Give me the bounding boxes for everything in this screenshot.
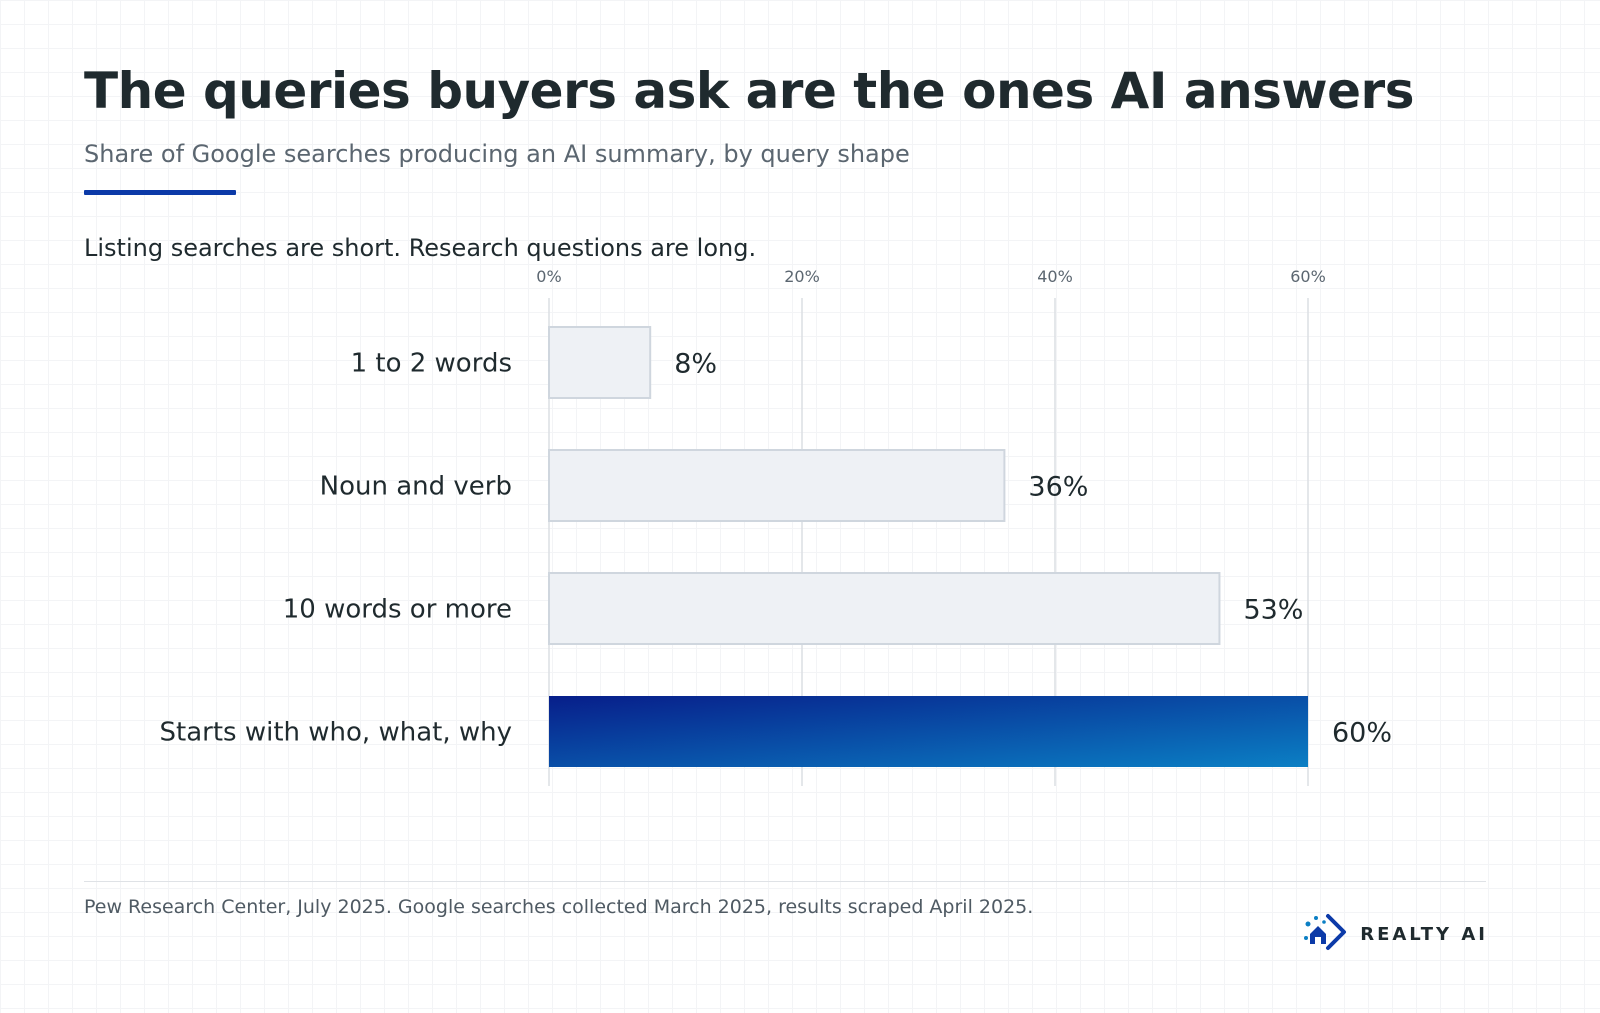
bars xyxy=(548,326,1308,767)
x-tick-label: 20% xyxy=(784,267,820,286)
footer-divider xyxy=(84,881,1486,882)
x-tick-label: 0% xyxy=(536,267,561,286)
category-label: 1 to 2 words xyxy=(351,349,512,379)
value-label: 60% xyxy=(1332,718,1392,749)
bar xyxy=(548,572,1221,645)
realty-ai-logo-icon xyxy=(1302,912,1348,956)
category-label: 10 words or more xyxy=(283,595,512,625)
value-label: 53% xyxy=(1243,595,1303,626)
value-label: 8% xyxy=(674,349,717,380)
bar xyxy=(548,326,652,399)
bar-highlight xyxy=(549,696,1308,767)
value-label: 36% xyxy=(1028,472,1088,503)
x-tick-label: 40% xyxy=(1037,267,1073,286)
accent-rule xyxy=(84,190,236,195)
brand-mark: REALTY AI xyxy=(1302,912,1488,956)
page-subtitle: Share of Google searches producing an AI… xyxy=(84,140,910,168)
category-label: Noun and verb xyxy=(320,472,512,502)
category-label: Starts with who, what, why xyxy=(160,718,512,748)
brand-name: REALTY AI xyxy=(1360,923,1488,945)
source-note: Pew Research Center, July 2025. Google s… xyxy=(84,896,1034,918)
chart-caption: Listing searches are short. Research que… xyxy=(84,234,757,262)
page-title: The queries buyers ask are the ones AI a… xyxy=(84,62,1414,120)
labels: 1 to 2 words 8% Noun and verb 36% 10 words o… xyxy=(160,349,1392,749)
x-tick-label: 60% xyxy=(1290,267,1326,286)
bar xyxy=(548,449,1006,522)
x-axis-ticks: 0% 20% 40% 60% xyxy=(536,267,1325,286)
